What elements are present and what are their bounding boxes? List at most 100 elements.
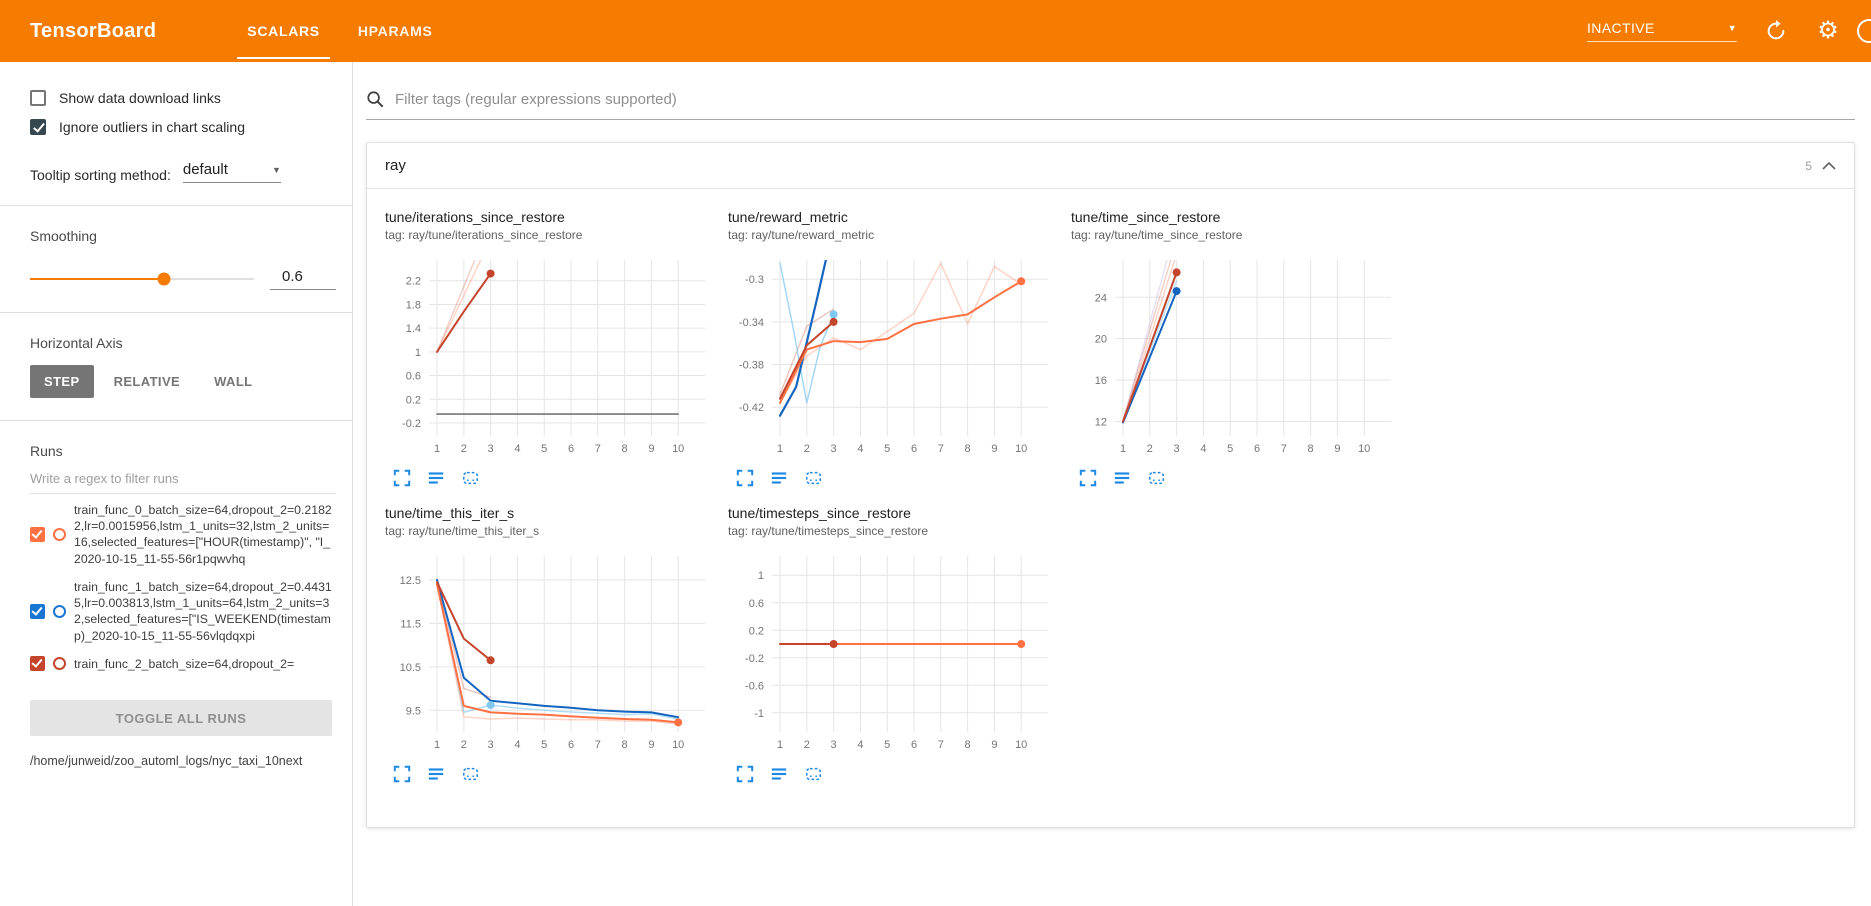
svg-text:7: 7 xyxy=(938,443,944,455)
chart-fit-domain-icon[interactable] xyxy=(804,469,824,489)
chart-plot[interactable]: 1 2 3 4 5 6 7 8 9 10 -0.3 -0.34 -0.38 -0.42 xyxy=(728,252,1060,458)
toggle-all-runs-button[interactable]: TOGGLE ALL RUNS xyxy=(30,700,332,736)
run-label: train_func_2_batch_size=64,dropout_2= xyxy=(74,656,295,671)
svg-text:8: 8 xyxy=(1308,443,1314,455)
svg-text:16: 16 xyxy=(1095,375,1107,387)
svg-text:2: 2 xyxy=(461,739,467,751)
chart-fit-domain-icon[interactable] xyxy=(804,765,824,785)
chart-expand-icon[interactable] xyxy=(736,469,756,489)
tag-group-header[interactable]: ray 5 xyxy=(367,143,1854,189)
axis-relative-button[interactable]: RELATIVE xyxy=(113,374,181,389)
svg-text:-0.2: -0.2 xyxy=(402,418,421,430)
svg-text:4: 4 xyxy=(514,739,520,751)
smoothing-value-field[interactable]: 0.6 xyxy=(270,268,336,290)
tag-group-title: ray xyxy=(385,157,406,174)
chart-title: tune/time_since_restore xyxy=(1071,209,1221,225)
run-checkbox[interactable] xyxy=(30,656,45,672)
app-title: TensorBoard xyxy=(30,19,157,42)
chart-expand-icon[interactable] xyxy=(393,765,413,785)
run-radio[interactable] xyxy=(53,657,66,671)
ignore-outliers-label[interactable]: Ignore outliers in chart scaling xyxy=(59,119,245,135)
chart-actions xyxy=(728,765,1071,785)
chart-fit-domain-icon[interactable] xyxy=(1147,469,1167,489)
svg-text:5: 5 xyxy=(541,739,547,751)
help-icon[interactable] xyxy=(1857,19,1871,43)
tag-filter-input[interactable] xyxy=(395,91,1855,108)
chart-tag: tag: ray/tune/reward_metric xyxy=(728,228,875,242)
show-download-links-row[interactable]: Show data download links xyxy=(30,90,336,106)
chevron-up-icon[interactable] xyxy=(1822,161,1836,171)
svg-text:9: 9 xyxy=(991,739,997,751)
show-download-links-checkbox[interactable] xyxy=(30,90,46,106)
svg-text:9: 9 xyxy=(648,739,654,751)
chart-tag: tag: ray/tune/timesteps_since_restore xyxy=(728,524,929,538)
run-radio[interactable] xyxy=(53,604,66,618)
svg-text:12.5: 12.5 xyxy=(400,575,421,587)
run-checkbox[interactable] xyxy=(30,526,45,542)
chart-fit-domain-icon[interactable] xyxy=(461,765,481,785)
chart-plot[interactable]: 1 2 3 4 5 6 7 8 9 10 12.5 11.5 10.5 9.5 xyxy=(385,548,717,754)
svg-text:7: 7 xyxy=(1281,443,1287,455)
main-content: ray 5 tune/iterations_since_restore tag: … xyxy=(354,62,1871,906)
horizontal-axis-buttons: STEP RELATIVE WALL xyxy=(30,365,336,398)
chart-runs-icon[interactable] xyxy=(427,765,447,785)
svg-text:5: 5 xyxy=(1227,443,1233,455)
chart-tag: tag: ray/tune/time_this_iter_s xyxy=(385,524,540,538)
tooltip-sorting-select[interactable]: default ▼ xyxy=(182,161,281,183)
tab-scalars[interactable]: SCALARS xyxy=(237,0,330,62)
svg-text:3: 3 xyxy=(831,739,837,751)
status-dropdown-value: INACTIVE xyxy=(1587,20,1655,36)
svg-text:0.2: 0.2 xyxy=(749,625,764,637)
chart-title: tune/reward_metric xyxy=(728,209,848,225)
ignore-outliers-checkbox[interactable] xyxy=(30,119,46,135)
chart-expand-icon[interactable] xyxy=(736,765,756,785)
ignore-outliers-row[interactable]: Ignore outliers in chart scaling xyxy=(30,119,336,135)
chart-expand-icon[interactable] xyxy=(393,469,413,489)
svg-text:3: 3 xyxy=(1174,443,1180,455)
svg-text:-0.6: -0.6 xyxy=(745,680,764,692)
chart-actions xyxy=(385,469,728,489)
svg-text:1: 1 xyxy=(434,443,440,455)
svg-text:1: 1 xyxy=(1120,443,1126,455)
run-checkbox[interactable] xyxy=(30,603,45,619)
svg-text:3: 3 xyxy=(488,739,494,751)
svg-text:6: 6 xyxy=(568,739,574,751)
scalar-chart: tune/reward_metric tag: ray/tune/reward_m… xyxy=(728,209,1071,489)
chart-plot[interactable]: 1 2 3 4 5 6 7 8 9 10 2.2 1.8 1.4 1 0.6 0.2 -0.2 xyxy=(385,252,717,458)
show-download-links-label[interactable]: Show data download links xyxy=(59,90,221,106)
chart-runs-icon[interactable] xyxy=(770,469,790,489)
chart-expand-icon[interactable] xyxy=(1079,469,1099,489)
svg-text:-0.34: -0.34 xyxy=(739,317,764,329)
tab-hparams[interactable]: HPARAMS xyxy=(348,0,443,62)
svg-text:8: 8 xyxy=(622,443,628,455)
chart-runs-icon[interactable] xyxy=(1113,469,1133,489)
chart-runs-icon[interactable] xyxy=(427,469,447,489)
chart-plot[interactable]: 1 2 3 4 5 6 7 8 9 10 1 0.6 0.2 -0.2 -0.6 -1 xyxy=(728,548,1060,754)
refresh-icon[interactable] xyxy=(1763,18,1789,44)
header-actions: INACTIVE ▼ ⚙ xyxy=(1587,18,1871,44)
runs-label: Runs xyxy=(30,443,63,459)
svg-text:-0.3: -0.3 xyxy=(745,274,764,286)
axis-step-button[interactable]: STEP xyxy=(30,365,94,398)
status-dropdown[interactable]: INACTIVE ▼ xyxy=(1587,20,1737,42)
chart-runs-icon[interactable] xyxy=(770,765,790,785)
svg-text:9: 9 xyxy=(648,443,654,455)
smoothing-slider[interactable] xyxy=(30,272,254,286)
svg-text:6: 6 xyxy=(568,443,574,455)
divider xyxy=(0,205,352,206)
axis-wall-button[interactable]: WALL xyxy=(214,374,253,389)
chart-actions xyxy=(728,469,1071,489)
horizontal-axis-label: Horizontal Axis xyxy=(30,335,123,351)
smoothing-slider-thumb[interactable] xyxy=(157,272,171,286)
runs-filter-input[interactable] xyxy=(30,461,336,494)
chart-title: tune/timesteps_since_restore xyxy=(728,505,911,521)
chart-fit-domain-icon[interactable] xyxy=(461,469,481,489)
run-radio[interactable] xyxy=(53,527,66,541)
svg-text:3: 3 xyxy=(831,443,837,455)
svg-text:4: 4 xyxy=(857,443,863,455)
run-label: train_func_1_batch_size=64,dropout_2=0.4… xyxy=(74,579,332,643)
settings-gear-icon[interactable]: ⚙ xyxy=(1817,17,1839,44)
tag-filter-row xyxy=(366,90,1855,120)
svg-text:6: 6 xyxy=(911,443,917,455)
